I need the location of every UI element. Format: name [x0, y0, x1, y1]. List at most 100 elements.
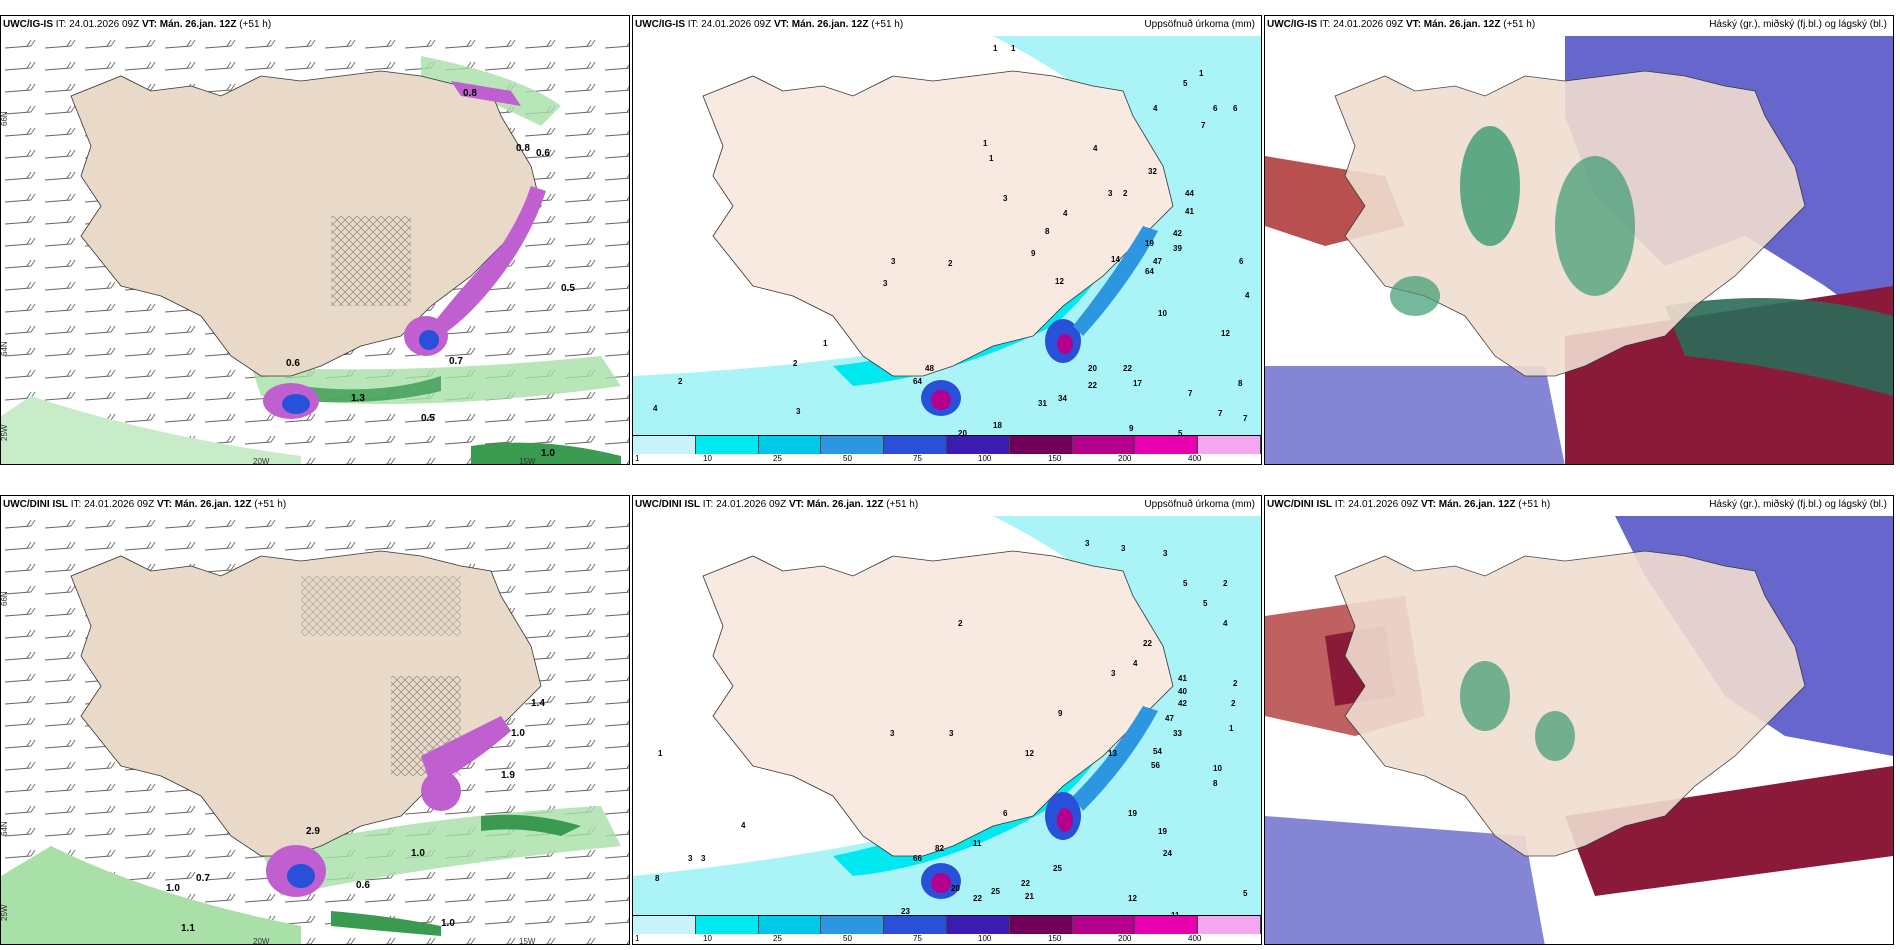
precip-value: 7	[1201, 121, 1206, 130]
iceland-land	[702, 70, 1174, 377]
precip-value: 7	[1188, 389, 1193, 398]
panel-header: UWC/IG-IS IT: 24.01.2026 09Z VT: Mán. 26…	[635, 19, 904, 30]
precip-value: 1	[983, 139, 988, 148]
precip-value: 1	[1011, 44, 1016, 53]
colorbar-swatch	[1198, 436, 1261, 454]
precip-map-bottom: 3 3 3 5 5 4 2 2 1 4 3 9 12 13 22 41 40 4…	[633, 516, 1261, 916]
colorbar-label: 1	[635, 934, 640, 943]
wind-value: 1.0	[411, 848, 425, 859]
precip-value: 25	[1053, 864, 1062, 873]
precip-labels: 3 3 3 5 5 4 2 2 1 4 3 9 12 13 22 41 40 4…	[655, 539, 1248, 916]
precip-value: 2	[958, 619, 963, 628]
precip-value: 2	[793, 359, 798, 368]
precip-value: 66	[913, 854, 922, 863]
precip-value: 4	[653, 404, 658, 413]
precip-value: 2	[678, 377, 683, 386]
precip-value: 2	[1231, 699, 1236, 708]
colorbar-swatch	[758, 436, 822, 454]
precip-value: 12	[1221, 329, 1230, 338]
colorbar-swatch	[884, 916, 947, 934]
wind-value: 0.7	[449, 356, 463, 367]
panel-title: Uppsöfnuð úrkoma (mm)	[1144, 19, 1255, 30]
precip-value: 1	[658, 749, 663, 758]
wind-value: 0.5	[561, 283, 575, 294]
iceland-land	[1334, 550, 1806, 857]
lat-label: 64N	[1, 341, 9, 356]
precip-value: 9	[1058, 709, 1063, 718]
precip-value: 19	[1128, 809, 1137, 818]
panel-clouds-top: UWC/IG-IS IT: 24.01.2026 09Z VT: Mán. 26…	[1264, 15, 1894, 465]
wind-value: 0.8	[516, 143, 530, 154]
lon-label: 15W	[519, 457, 536, 465]
colorbar-swatch	[884, 436, 947, 454]
precip-value: 17	[1133, 379, 1142, 388]
precip-value: 14	[1111, 255, 1120, 264]
colorbar-swatch	[1009, 916, 1073, 934]
wind-value: 1.0	[166, 883, 180, 894]
precip-value: 41	[1178, 674, 1187, 683]
precip-value: 12	[1025, 749, 1034, 758]
colorbar	[633, 435, 1261, 454]
iceland-land	[70, 70, 542, 377]
wind-value: 2.9	[306, 826, 320, 837]
colorbar-label: 100	[978, 934, 992, 943]
wind-value-labels: 0.8 0.8 0.6 0.5 0.7 0.5 1.3 1.0 0.6	[286, 88, 575, 459]
colorbar-swatch	[1198, 916, 1261, 934]
precip-value: 3	[1085, 539, 1090, 548]
precip-value: 40	[1178, 687, 1187, 696]
colorbar-label: 400	[1188, 934, 1202, 943]
cloud-map-bottom	[1265, 516, 1893, 944]
precip-value: 22	[1021, 879, 1030, 888]
colorbar-label: 50	[843, 934, 852, 943]
precip-value: 12	[1055, 277, 1064, 286]
wind-value-labels: 1.4 1.0 1.9 1.0 0.6 0.7 1.0 1.1 1.0 2.9	[166, 698, 545, 934]
lon-label: 25W	[1, 424, 9, 441]
precip-value: 2	[1123, 189, 1128, 198]
precip-labels: 1 1 1 4 5 6 6 7 4 3 2 1 1 3 4 8 9 12 14 …	[653, 44, 1250, 436]
wind-value: 1.0	[441, 918, 455, 929]
wind-value: 1.1	[181, 923, 195, 934]
precip-value: 19	[1158, 827, 1167, 836]
wind-value: 1.0	[511, 728, 525, 739]
precip-value: 20	[958, 429, 967, 436]
precip-value: 6	[1003, 809, 1008, 818]
precip-value: 48	[925, 364, 934, 373]
precip-value: 33	[1173, 729, 1182, 738]
precip-value: 3	[1163, 549, 1168, 558]
wind-value: 0.6	[536, 148, 550, 159]
colorbar-label: 10	[703, 934, 712, 943]
colorbar-swatch	[633, 436, 696, 454]
precip-value: 47	[1165, 714, 1174, 723]
colorbar-label: 200	[1118, 454, 1132, 463]
precip-value: 21	[1025, 892, 1034, 901]
precip-value: 4	[741, 821, 746, 830]
precip-value: 2	[1223, 579, 1228, 588]
colorbar-swatch	[1072, 916, 1136, 934]
precip-value: 22	[1143, 639, 1152, 648]
precip-value: 82	[935, 844, 944, 853]
colorbar-label: 150	[1048, 934, 1062, 943]
precip-value: 19	[1145, 239, 1154, 248]
precip-value: 5	[1183, 79, 1188, 88]
panel-header: UWC/DINI ISL IT: 24.01.2026 09Z VT: Mán.…	[1267, 499, 1551, 510]
precip-value: 4	[1223, 619, 1228, 628]
colorbar-swatch	[758, 916, 822, 934]
panel-header: UWC/IG-IS IT: 24.01.2026 09Z VT: Mán. 26…	[3, 19, 272, 30]
precip-value: 3	[949, 729, 954, 738]
colorbar-swatch	[946, 916, 1010, 934]
colorbar-swatch	[695, 436, 759, 454]
wind-value: 1.0	[541, 448, 555, 459]
cloud-map-top	[1265, 36, 1893, 464]
precip-value: 8	[1213, 779, 1218, 788]
precip-value: 4	[1093, 144, 1098, 153]
precip-value: 44	[1185, 189, 1194, 198]
colorbar-swatch	[633, 916, 696, 934]
precip-value: 22	[973, 894, 982, 903]
precip-value: 3	[1003, 194, 1008, 203]
wind-value: 1.9	[501, 770, 515, 781]
precip-value: 5	[1243, 889, 1248, 898]
precip-value: 64	[913, 377, 922, 386]
precip-value: 2	[1233, 679, 1238, 688]
precip-value: 25	[991, 887, 1000, 896]
wind-value: 0.6	[356, 880, 370, 891]
